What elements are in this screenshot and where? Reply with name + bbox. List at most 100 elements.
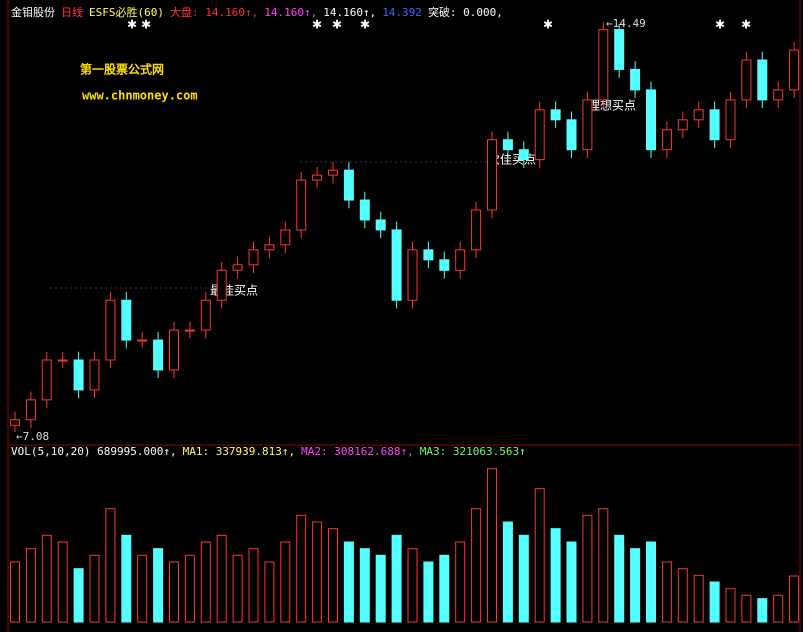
- annotation: ←7.08: [16, 430, 49, 443]
- volume-bar: [41, 534, 52, 623]
- volume-bar: [566, 541, 577, 623]
- candle-body: [375, 219, 386, 231]
- volume-bar: [661, 561, 672, 623]
- volume-bar: [312, 521, 323, 623]
- header-item: 日线: [61, 5, 83, 19]
- candle-body: [630, 68, 641, 91]
- candle-body: [407, 249, 418, 301]
- volume-bar: [73, 568, 84, 623]
- volume-bar: [534, 488, 545, 623]
- candle-body: [455, 249, 466, 271]
- star: ✱: [332, 18, 342, 32]
- candle-body: [10, 419, 20, 426]
- candle-body: [757, 59, 768, 101]
- candle-body: [73, 359, 84, 391]
- volume-bar: [471, 508, 482, 623]
- candle-body: [216, 269, 227, 301]
- candle-body: [566, 119, 577, 151]
- candle-body: [312, 174, 323, 181]
- star: ✱: [127, 18, 137, 32]
- header-item: MA1: 337939.813↑,: [183, 445, 296, 458]
- candle-body: [328, 169, 338, 176]
- volume-bar: [248, 548, 259, 623]
- candle-body: [741, 59, 752, 101]
- volume-bar: [757, 598, 768, 623]
- volume-bar: [502, 521, 513, 623]
- volume-bar: [598, 508, 609, 623]
- candle-body: [169, 329, 179, 371]
- candle-body: [518, 149, 529, 161]
- header-item: 大盘: 14.160↑,: [170, 5, 258, 19]
- volume-bar: [439, 554, 450, 623]
- watermark: 第一股票公式网: [80, 62, 164, 77]
- candle-body: [789, 49, 800, 91]
- volume-bar: [741, 594, 752, 623]
- volume-bar: [614, 534, 625, 623]
- candle-body: [137, 339, 148, 342]
- candle-body: [773, 89, 784, 101]
- candle-body: [550, 109, 561, 121]
- header-item: MA3: 321063.563↑: [420, 445, 526, 458]
- candle-body: [487, 139, 497, 211]
- header-item: ESFS必胜(60): [89, 5, 164, 19]
- candle-body: [343, 169, 354, 201]
- volume-bar: [709, 581, 720, 623]
- candle-body: [248, 249, 259, 266]
- watermark-url: www.chnmoney.com: [82, 89, 198, 103]
- volume-bar: [105, 508, 116, 623]
- candle-body: [646, 89, 656, 151]
- volume-bar: [773, 594, 784, 623]
- candle-body: [693, 109, 704, 121]
- candle-body: [25, 399, 36, 421]
- volume-bar: [630, 548, 641, 623]
- volume-bar: [487, 468, 497, 623]
- volume-bar: [280, 541, 291, 623]
- star: ✱: [360, 18, 370, 32]
- volume-bar: [153, 548, 164, 623]
- volume-bar: [200, 541, 211, 623]
- volume-bar: [789, 575, 800, 623]
- volume-bar: [232, 554, 243, 623]
- candle-body: [280, 229, 291, 246]
- signal-stars: ✱ ✱ ✱ ✱ ✱ ✱ ✱ ✱: [127, 18, 751, 32]
- volume-bar: [121, 534, 132, 623]
- candle-body: [598, 29, 609, 101]
- candle-body: [359, 199, 370, 221]
- candle-body: [41, 359, 52, 401]
- candle-body: [153, 339, 164, 371]
- volume-bar: [455, 541, 466, 623]
- header-item: VOL(5,10,20) 689995.000↑,: [11, 445, 177, 458]
- volume-bar: [646, 541, 656, 623]
- annotation: ←14.49: [606, 17, 646, 30]
- candle-body: [582, 99, 593, 151]
- volume-bar: [518, 534, 529, 623]
- candle-body: [89, 359, 100, 391]
- header-item: 14.160↑,: [264, 6, 317, 19]
- volume-header: VOL(5,10,20) 689995.000↑, MA1: 337939.813…: [11, 445, 526, 458]
- marks: [10, 21, 800, 623]
- volume-bar: [184, 554, 195, 623]
- volume-bar: [137, 554, 148, 623]
- volume-bar: [423, 561, 434, 623]
- star: ✱: [312, 18, 322, 32]
- candle-body: [439, 259, 450, 271]
- star: ✱: [715, 18, 725, 32]
- star: ✱: [141, 18, 151, 32]
- candle-body: [232, 264, 243, 271]
- candle-body: [264, 244, 275, 251]
- volume-bar: [264, 561, 275, 623]
- candle-body: [502, 139, 513, 151]
- candle-body: [471, 209, 482, 251]
- candle-body: [725, 99, 736, 141]
- candle-body: [677, 119, 688, 131]
- volume-bar: [359, 548, 370, 623]
- candle-body: [614, 29, 625, 70]
- candle-body: [105, 299, 116, 361]
- header: 金钼股份 日线 ESFS必胜(60) 大盘: 14.160↑, 14.160↑, 14.1…: [11, 5, 503, 19]
- volume-bar: [677, 568, 688, 623]
- volume-bar: [10, 561, 20, 623]
- candle-body: [184, 329, 195, 332]
- header-item: 14.392: [382, 6, 422, 19]
- volume-bar: [57, 541, 68, 623]
- candle-body: [296, 179, 307, 231]
